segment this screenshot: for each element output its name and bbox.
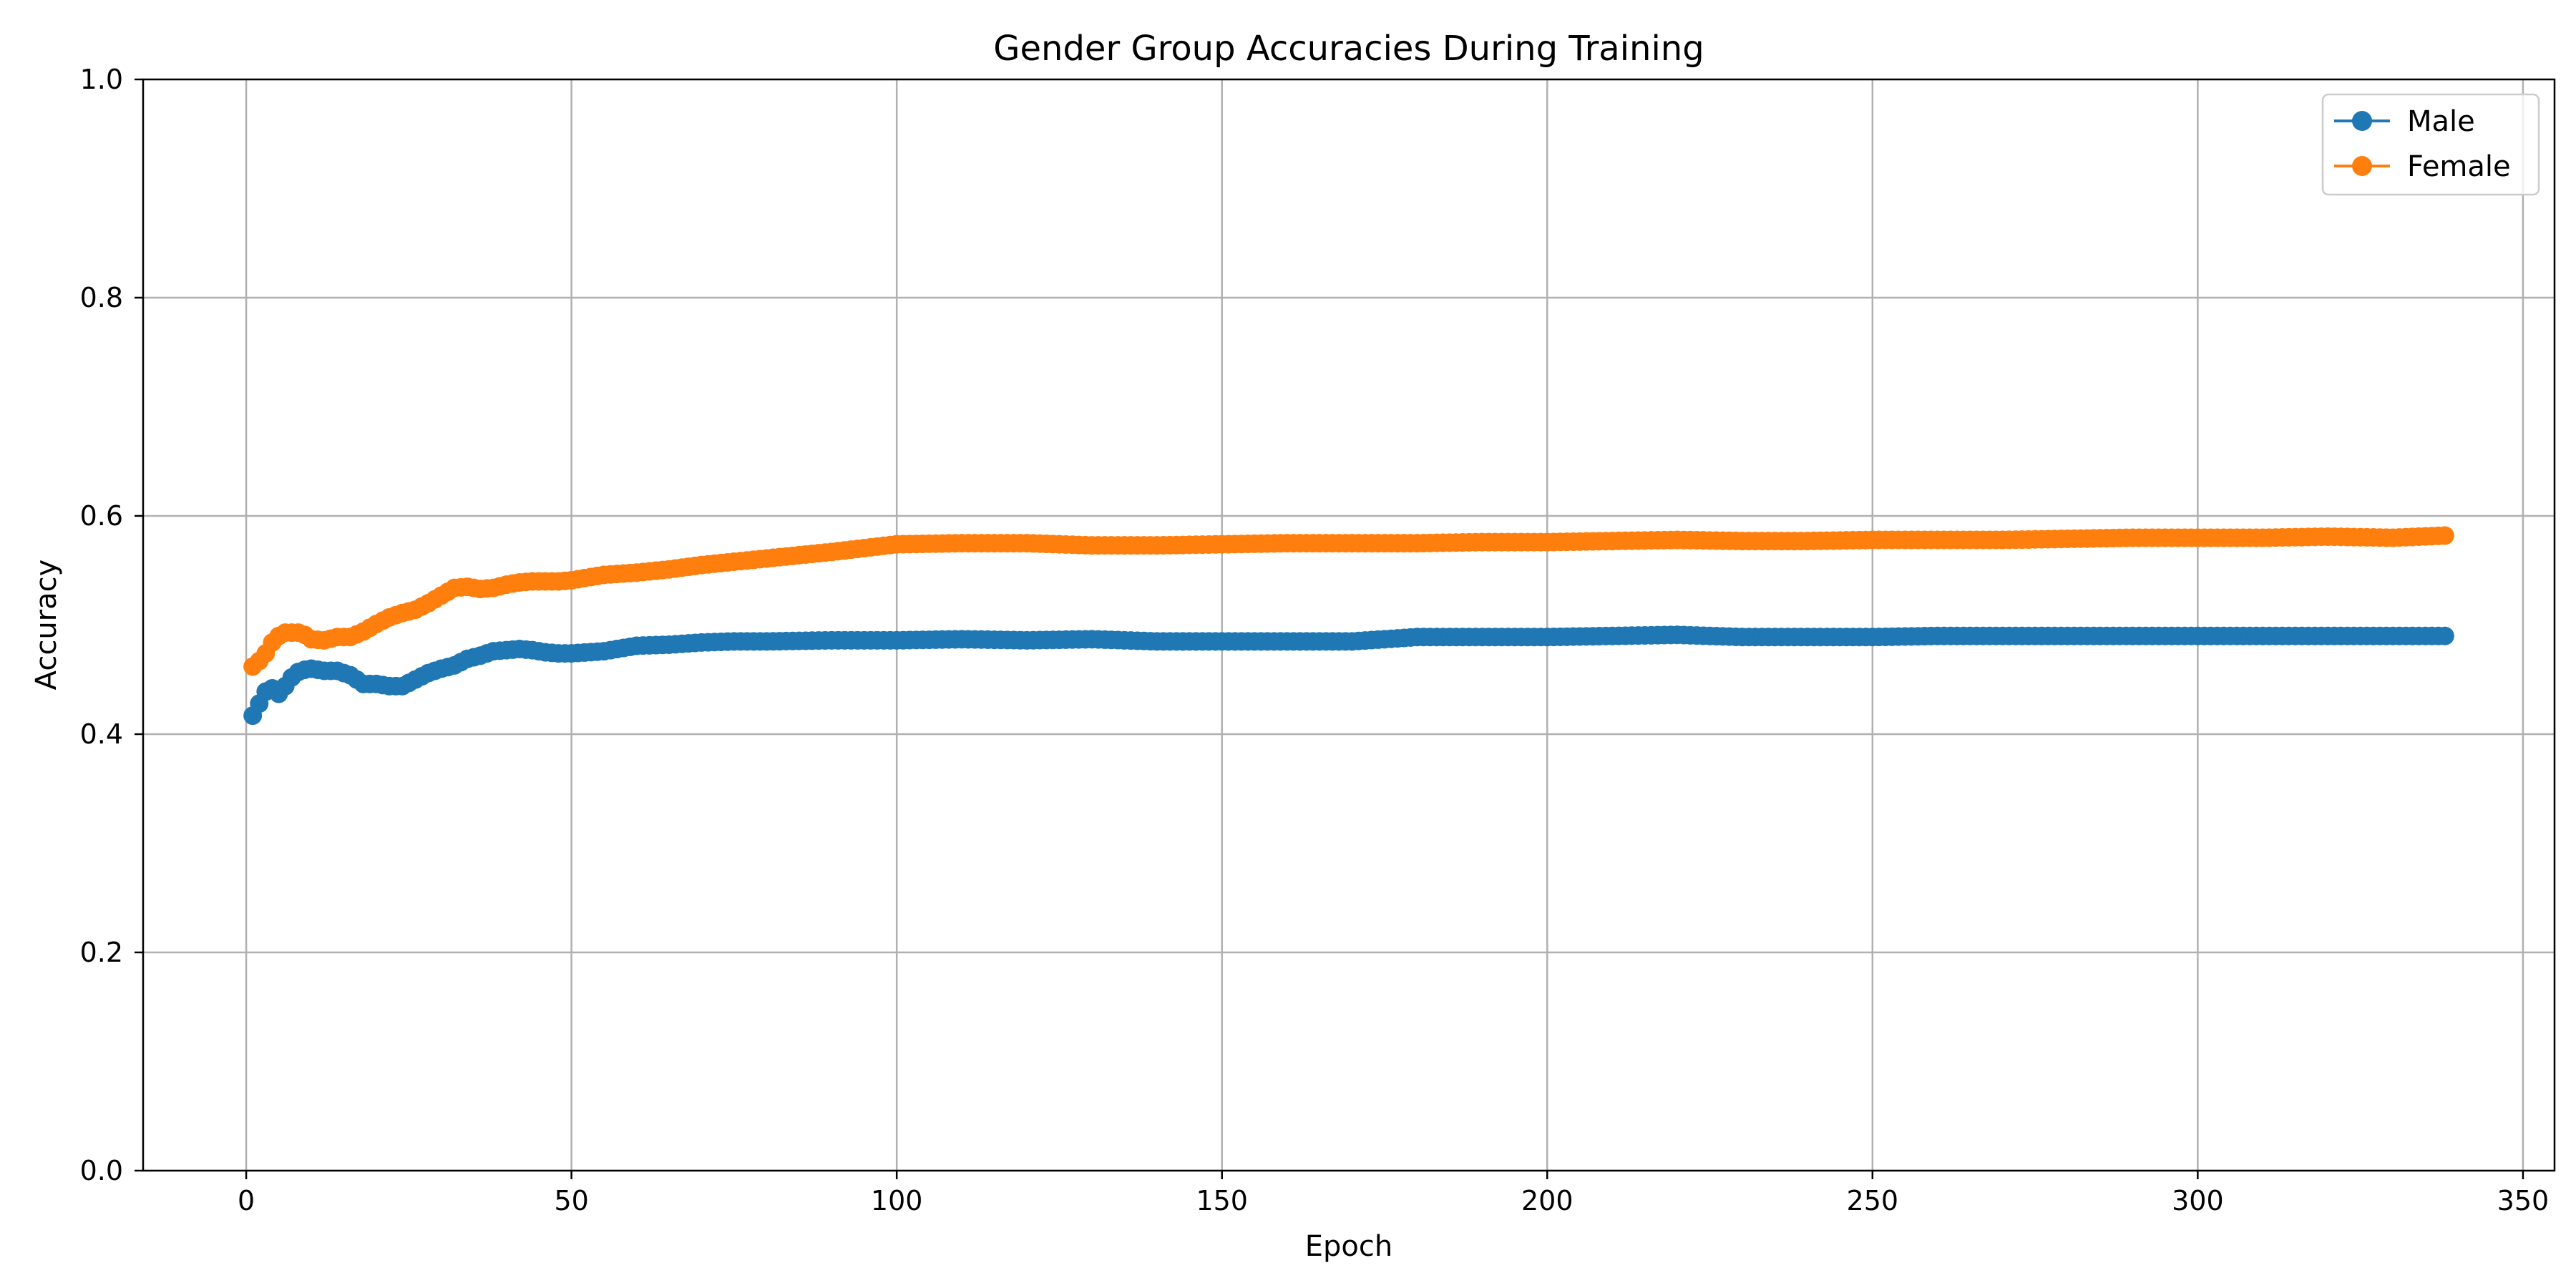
x-tick-label: 350 (2497, 1185, 2550, 1216)
x-tick-label: 50 (554, 1185, 588, 1216)
x-tick-label: 100 (871, 1185, 923, 1216)
y-tick-label: 0.6 (80, 500, 123, 532)
legend: Male Female (2321, 93, 2540, 196)
plot-area (143, 79, 2555, 1171)
data-point-male (2435, 626, 2454, 645)
y-axis-label: Accuracy (30, 560, 63, 691)
series-layer (243, 526, 2454, 726)
y-tick-label: 0.8 (80, 282, 123, 313)
x-tick-label: 150 (1196, 1185, 1248, 1216)
x-tick-label: 300 (2172, 1185, 2224, 1216)
x-tick-label: 0 (238, 1185, 255, 1216)
legend-marker-male (2352, 111, 2372, 131)
legend-label-female: Female (2407, 150, 2511, 183)
legend-marker-female (2352, 156, 2372, 176)
y-tick-label: 0.4 (80, 718, 123, 750)
series-male (243, 625, 2454, 726)
y-axis: 0.0 0.2 0.4 0.6 0.8 1.0 (80, 64, 143, 1186)
legend-label-male: Male (2407, 105, 2475, 138)
plot-frame (142, 78, 2556, 1172)
chart-title: Gender Group Accuracies During Training (993, 29, 1704, 69)
data-point-female (2435, 526, 2454, 545)
series-female (243, 526, 2454, 676)
y-tick-label: 0.0 (80, 1155, 123, 1186)
x-tick-label: 250 (1847, 1185, 1899, 1216)
x-axis-label: Epoch (1305, 1230, 1392, 1263)
y-tick-label: 1.0 (80, 64, 123, 95)
x-axis: 0 50 100 150 200 250 300 350 (238, 1171, 2549, 1216)
y-tick-label: 0.2 (80, 937, 123, 968)
x-tick-label: 200 (1521, 1185, 1574, 1216)
